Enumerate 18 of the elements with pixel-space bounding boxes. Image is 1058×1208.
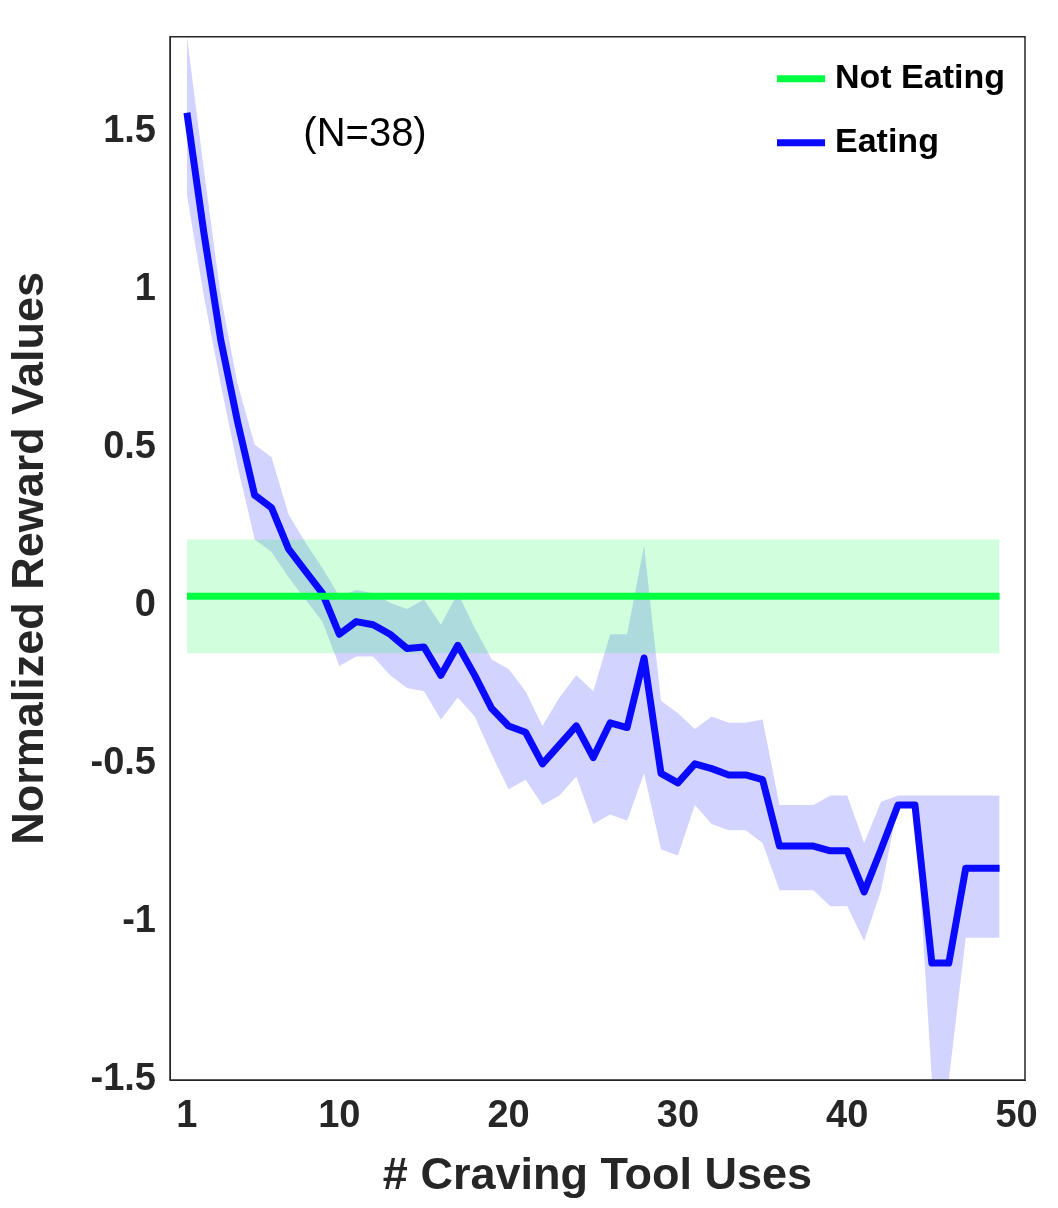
y-tick-label: 0 [134,582,156,625]
legend-label: Eating [835,121,939,160]
x-axis-title: # Craving Tool Uses [382,1148,813,1200]
y-axis-title: Normalized Reward Values [2,272,54,845]
annotation: (N=38) [303,109,427,154]
y-tick-label: -1 [122,898,156,941]
y-tick-label: 1 [134,266,156,309]
x-tick-label: 1 [176,1093,198,1136]
x-tick-label: 10 [318,1093,361,1136]
y-tick-label: 0.5 [103,424,156,467]
x-tick-label: 50 [995,1093,1038,1136]
legend-label: Not Eating [835,57,1005,96]
x-tick-label: 20 [487,1093,530,1136]
y-tick-label: -1.5 [90,1056,156,1099]
y-tick-label: -0.5 [90,740,156,783]
y-tick-label: 1.5 [103,108,156,151]
x-tick-label: 40 [826,1093,869,1136]
x-tick-label: 30 [656,1093,700,1136]
